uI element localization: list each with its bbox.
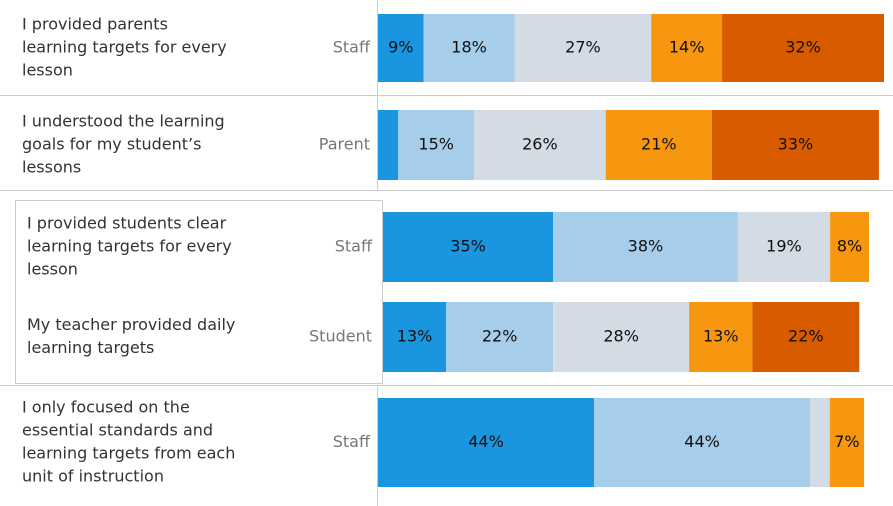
bar-segment (711, 110, 879, 180)
question-text: lesson (27, 260, 78, 279)
segment-label: 21% (641, 135, 677, 154)
segment-label: 9% (388, 38, 413, 57)
bar-segment (553, 302, 690, 372)
bar-segment (722, 14, 884, 82)
question-text: essential standards and (22, 421, 213, 440)
segment-label: 14% (669, 38, 705, 57)
bar-segment (378, 398, 595, 487)
segment-label: 7% (834, 432, 859, 451)
respondent-label: Staff (335, 237, 373, 256)
bar-segment (829, 398, 865, 487)
segment-label: 44% (684, 432, 720, 451)
segment-label: 13% (397, 327, 433, 346)
respondent-label: Student (309, 327, 372, 346)
segment-label: 22% (788, 327, 824, 346)
question-text: I understood the learning (22, 112, 225, 131)
segment-label: 19% (766, 237, 802, 256)
question-text: learning targets (27, 338, 154, 357)
bar-segment (378, 14, 424, 82)
question-text: My teacher provided daily (27, 315, 235, 334)
bar-segment (553, 212, 738, 282)
bar-segment (651, 14, 723, 82)
bar-segment (689, 302, 753, 372)
respondent-label: Staff (333, 38, 371, 57)
question-text: I only focused on the (22, 398, 190, 417)
bar-segment (383, 212, 554, 282)
segment-label: 32% (785, 38, 821, 57)
segment-label: 18% (451, 38, 487, 57)
question-text: I provided students clear (27, 214, 227, 233)
segment-label: 27% (565, 38, 601, 57)
bar-segment (752, 302, 860, 372)
bar-segment (383, 302, 447, 372)
bar-segment (446, 302, 554, 372)
question-text: goals for my student’s (22, 135, 201, 154)
segment-label: 35% (450, 237, 486, 256)
bar-segment (830, 212, 869, 282)
bar-segment (605, 110, 712, 180)
segment-label: 44% (468, 432, 504, 451)
segment-label: 28% (603, 327, 639, 346)
question-text: I provided parents (22, 15, 168, 34)
segment-label: 26% (522, 135, 558, 154)
respondent-label: Staff (333, 432, 371, 451)
bar-segment (423, 14, 515, 82)
bar-segment (514, 14, 652, 82)
segment-label: 22% (482, 327, 518, 346)
question-text: lesson (22, 61, 73, 80)
question-text: learning targets from each (22, 444, 235, 463)
respondent-label: Parent (319, 135, 370, 154)
question-text: unit of instruction (22, 467, 164, 486)
question-text: learning targets for every (27, 237, 232, 256)
bar-segment (398, 110, 475, 180)
question-text: lessons (22, 158, 81, 177)
bar-segment (474, 110, 606, 180)
segment-label: 15% (418, 135, 454, 154)
segment-label: 13% (703, 327, 739, 346)
bar-segment (737, 212, 831, 282)
bar-segment (378, 110, 399, 180)
segment-label: 8% (837, 237, 862, 256)
segment-label: 38% (628, 237, 664, 256)
bar-segment (594, 398, 811, 487)
question-text: learning targets for every (22, 38, 227, 57)
bar-segment (810, 398, 830, 487)
segment-label: 33% (778, 135, 814, 154)
